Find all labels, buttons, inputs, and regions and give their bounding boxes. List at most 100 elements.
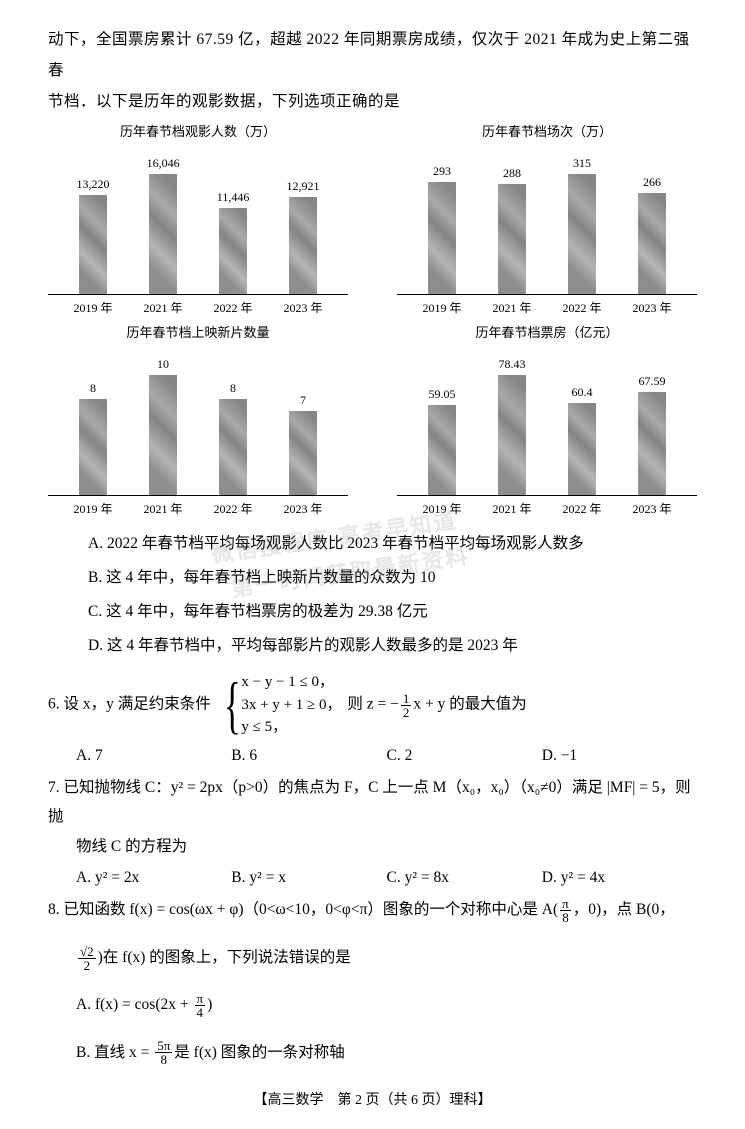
q6-d: D. −1 [542,747,697,765]
bar-value-label: 60.4 [572,385,593,400]
q7-a: A. y² = 2x [76,869,231,887]
q7-b: B. y² = x [231,869,386,887]
q8-b-frac: 5π8 [155,1039,172,1066]
bar-rect [219,208,247,294]
bar-rect [498,375,526,495]
bar-value-label: 11,446 [217,190,250,205]
q6-c: C. 2 [387,747,542,765]
q6-post-a: 则 z = − [347,696,399,713]
bar-value-label: 7 [300,393,306,408]
bar-col: 10 [149,357,177,495]
bar-value-label: 16,046 [147,156,180,171]
bar-col: 11,446 [217,190,250,294]
q8-a-frac: π4 [195,992,206,1019]
q6-b: B. 6 [231,747,386,765]
bar-rect [289,197,317,294]
chart-bars: 13,220 16,046 11,446 12,921 [48,144,348,295]
chart-bars: 8 10 8 7 [48,345,348,496]
q8-a-a: A. f(x) = cos(2x + [76,996,193,1013]
bar-value-label: 8 [230,381,236,396]
q8-f2: √22 [78,945,96,972]
q5-opt-d: D. 这 4 年春节档中，平均每部影片的观影人数最多的是 2023 年 [88,629,697,663]
bar-col: 12,921 [286,179,319,294]
q6-post-b: x + y 的最大值为 [413,696,526,713]
q5-options: A. 2022 年春节档平均每场观影人数比 2023 年春节档平均每场观影人数多… [88,527,697,663]
x-label: 2021 年 [492,299,531,316]
bar-col: 8 [219,381,247,495]
bar-rect [149,174,177,294]
intro-line2: 节档．以下是历年的观影数据，下列选项正确的是 [48,86,697,117]
bar-rect [568,174,596,294]
q7-c: C. y² = 8x [387,869,542,887]
bar-value-label: 13,220 [77,177,110,192]
q5-opt-c: C. 这 4 年中，每年春节档票房的极差为 29.38 亿元 [88,595,697,629]
chart-title: 历年春节档票房（亿元） [397,322,697,341]
x-label: 2019 年 [73,500,112,517]
q6: 6. 设 x，y 满足约束条件 { x − y − 1 ≤ 0， 3x + y … [48,671,697,739]
page-footer: 【高三数学 第 2 页（共 6 页）理科】 [48,1089,697,1109]
bar-rect [289,411,317,495]
x-label: 2022 年 [562,500,601,517]
q7-d: D. y² = 4x [542,869,697,887]
bar-col: 60.4 [568,385,596,495]
chart-bars: 293288315266 [397,144,697,295]
bar-col: 16,046 [147,156,180,294]
chart-xlabels: 2019 年2021 年2022 年2023 年 [397,295,697,316]
bar-rect [638,392,666,495]
bar-rect [219,399,247,495]
q6-cond1: x − y − 1 ≤ 0， [241,671,341,694]
chart-bars: 59.05 78.43 60.4 67.59 [397,345,697,496]
q5-opt-a: A. 2022 年春节档平均每场观影人数比 2023 年春节档平均每场观影人数多 [88,527,697,561]
bar-col: 59.05 [428,387,456,495]
bar-col: 78.43 [498,357,526,495]
intro-line1: 动下，全国票房累计 67.59 亿，超越 2022 年同期票房成绩，仅次于 20… [48,24,697,86]
bar-rect [428,182,456,294]
bar-col: 293 [428,164,456,294]
x-label: 2019 年 [73,299,112,316]
bar-rect [79,399,107,495]
bar-rect [428,405,456,495]
q8-line1b: ，0)，点 B(0， [573,901,675,918]
chart-boxoffice: 历年春节档票房（亿元）59.0578.4360.467.592019 年2021… [397,322,697,517]
q8-line1a: 8. 已知函数 f(x) = cos(ωx + φ)（0<ω<10，0<φ<π）… [48,901,558,918]
q8-line2: )在 f(x) 的图象上，下列说法错误的是 [98,949,351,966]
bar-value-label: 293 [433,164,451,179]
bar-rect [149,375,177,495]
chart-newfilms: 历年春节档上映新片数量 8 10 8 7 2019 年 2021 年 2022 年 2023 年 [48,322,348,517]
bar-value-label: 59.05 [429,387,456,402]
q8-f1: π8 [560,897,571,924]
bar-col: 288 [498,166,526,294]
x-label: 2021 年 [492,500,531,517]
bar-value-label: 266 [643,175,661,190]
chart-xlabels: 2019 年2021 年2022 年2023 年 [397,496,697,517]
x-label: 2023 年 [283,500,322,517]
charts-container: 历年春节档观影人数（万） 13,220 16,046 11,446 12,921 2019… [48,121,697,517]
q6-cond3: y ≤ 5， [241,716,341,739]
q6-brace: { x − y − 1 ≤ 0， 3x + y + 1 ≥ 0， y ≤ 5， [217,671,342,739]
q7-line2: 物线 C 的方程为 [76,832,697,861]
bar-value-label: 12,921 [286,179,319,194]
x-label: 2023 年 [632,500,671,517]
bar-col: 7 [289,393,317,495]
x-label: 2022 年 [213,500,252,517]
q6-mcq: A. 7 B. 6 C. 2 D. −1 [76,747,697,765]
q6-stem-pre: 6. 设 x，y 满足约束条件 [48,696,211,713]
x-label: 2023 年 [632,299,671,316]
q7: 7. 已知抛物线 C：y² = 2px（p>0）的焦点为 F，C 上一点 M（x… [48,773,697,861]
bar-value-label: 10 [157,357,169,372]
q6-frac: 12 [401,692,412,719]
x-label: 2022 年 [562,299,601,316]
chart-xlabels: 2019 年2021 年2022 年2023 年 [48,295,348,316]
chart-title: 历年春节档观影人数（万） [48,121,348,140]
chart-title: 历年春节档上映新片数量 [48,322,348,341]
x-label: 2021 年 [143,500,182,517]
chart-audience: 历年春节档观影人数（万） 13,220 16,046 11,446 12,921 2019… [48,121,348,316]
bar-col: 8 [79,381,107,495]
bar-rect [638,193,666,294]
q8-b-b: 是 f(x) 图象的一条对称轴 [174,1044,345,1061]
chart-title: 历年春节档场次（万） [397,121,697,140]
bar-rect [79,195,107,294]
bar-value-label: 67.59 [639,374,666,389]
x-label: 2022 年 [213,299,252,316]
x-label: 2023 年 [283,299,322,316]
